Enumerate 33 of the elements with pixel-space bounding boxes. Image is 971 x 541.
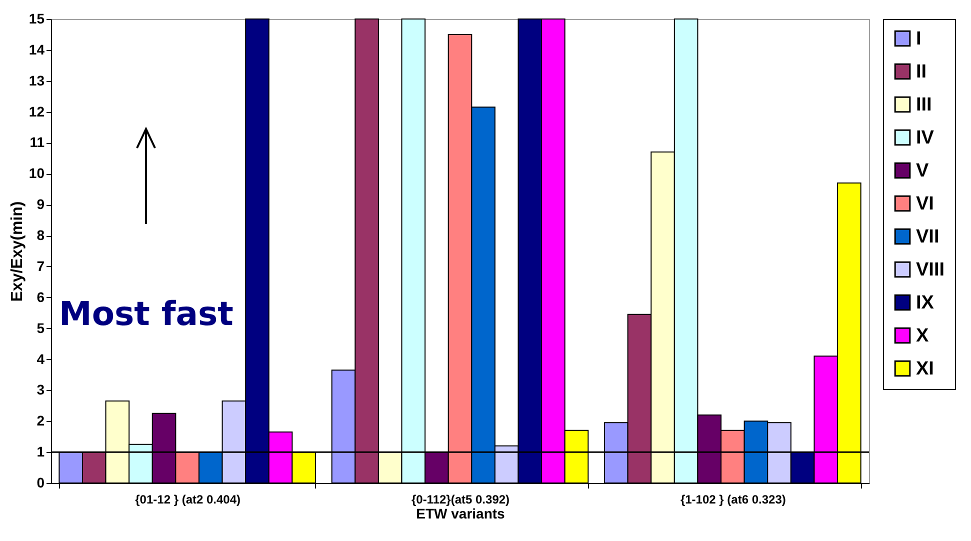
y-tick-label: 5 xyxy=(36,320,45,336)
y-tick-label: 15 xyxy=(28,10,45,26)
y-tick-label: 8 xyxy=(36,227,45,244)
y-axis-title: Exy/Exy(min) xyxy=(8,201,26,302)
y-tick-label: 3 xyxy=(36,382,45,398)
y-tick-label: 12 xyxy=(28,103,45,120)
legend-label: VIII xyxy=(916,260,945,280)
y-tick-label: 9 xyxy=(36,196,45,212)
y-tick-label: 11 xyxy=(30,134,45,150)
annotation: Most fast xyxy=(59,294,234,333)
legend-label: VI xyxy=(916,194,934,214)
y-tick-label: 6 xyxy=(36,288,45,305)
x-tick-label: {1-102 } (at6 0.323) xyxy=(680,492,786,506)
legend-label: XI xyxy=(916,358,934,380)
legend-label: VII xyxy=(916,226,940,248)
x-axis-title: ETW variants xyxy=(416,506,506,522)
x-tick-label: {0-112}(at5 0.392) xyxy=(411,492,510,506)
x-tick-label: {01-12 } (at2 0.404) xyxy=(135,492,241,506)
legend-label: II xyxy=(916,62,927,82)
legend-label: X xyxy=(916,326,929,346)
legend-label: I xyxy=(916,28,922,50)
y-tick-label: 2 xyxy=(36,412,45,429)
y-tick-label: 7 xyxy=(36,258,45,274)
legend-label: IX xyxy=(916,292,934,314)
y-tick-label: 13 xyxy=(28,72,45,88)
y-tick-label: 4 xyxy=(36,350,45,367)
legend-label: III xyxy=(916,94,932,116)
y-tick-label: 0 xyxy=(36,474,45,490)
legend-label: V xyxy=(916,160,929,182)
y-tick-label: 14 xyxy=(28,41,45,58)
y-tick-label: 1 xyxy=(36,444,45,460)
legend-label: IV xyxy=(916,128,934,148)
y-tick-label: 10 xyxy=(28,165,45,182)
